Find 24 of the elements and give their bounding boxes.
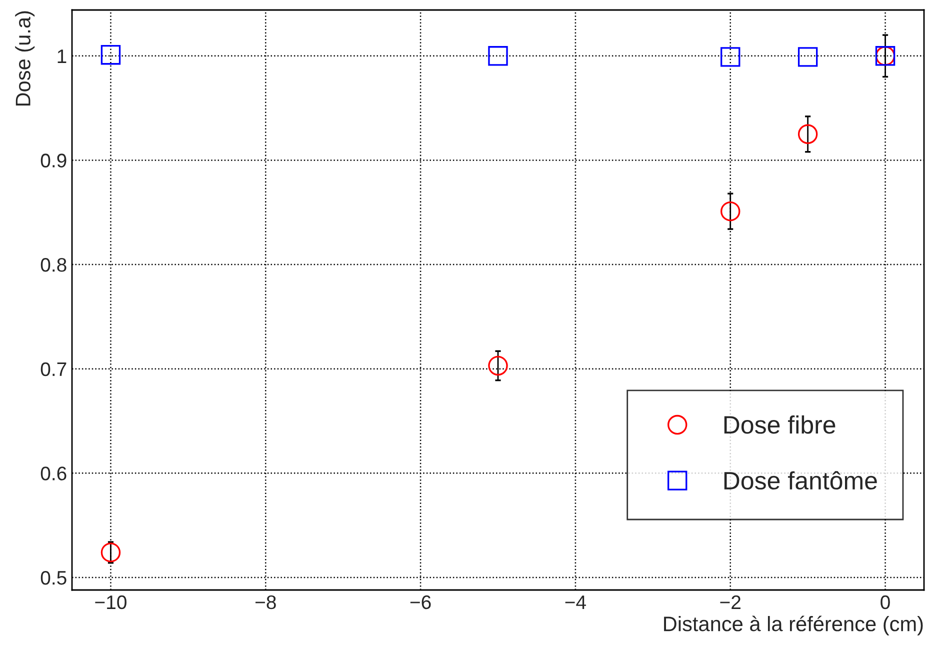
point: [488, 356, 508, 376]
x-axis-title: Distance à la référence (cm): [664, 616, 923, 636]
y-tick-label: 0.9: [40, 154, 66, 168]
y-axis-title: Dose (u.a): [15, 11, 35, 106]
x-tick-label: −4: [565, 596, 586, 609]
legend-label: Dose fibre: [724, 415, 836, 434]
point: [100, 542, 121, 562]
point: [488, 46, 508, 66]
y-tick-label: 0.7: [40, 362, 66, 376]
y-tick-label: 0.5: [40, 570, 66, 585]
x-tick-label: −8: [256, 595, 276, 610]
x-tick-label: −6: [410, 595, 431, 610]
y-tick-label: 0.6: [40, 466, 66, 480]
y-tick-label: 1: [58, 50, 66, 63]
x-tick-label: −10: [95, 595, 126, 610]
x-tick-label: −2: [720, 595, 740, 609]
point: [798, 47, 818, 67]
legend-label: Dose fantôme: [724, 471, 877, 490]
point: [720, 47, 740, 67]
y-tick-label: 0.8: [40, 258, 66, 272]
point: [100, 44, 121, 65]
point: [720, 201, 740, 222]
point: [798, 124, 818, 144]
x-tick-label: 0: [880, 595, 890, 610]
